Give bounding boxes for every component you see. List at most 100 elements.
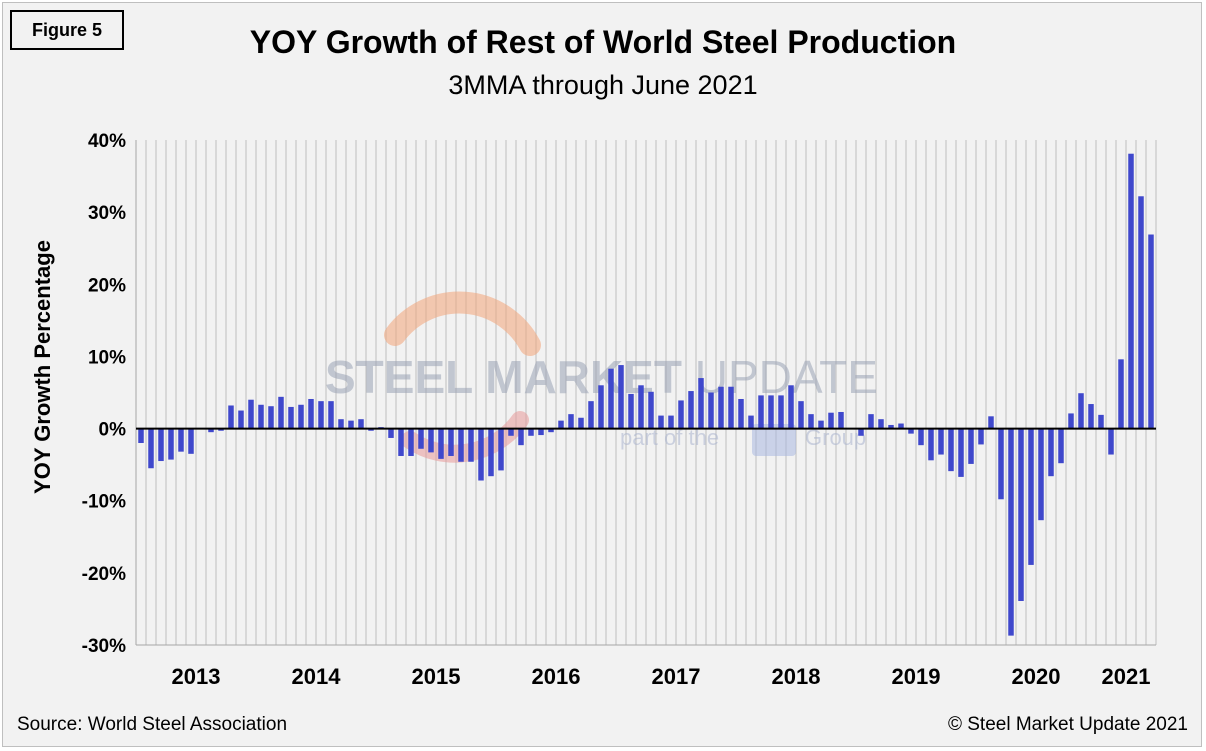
bar (648, 391, 654, 429)
bar (1088, 404, 1094, 429)
y-tick-label: -10% (82, 492, 126, 513)
bar (758, 395, 764, 429)
copyright-note: © Steel Market Update 2021 (947, 714, 1188, 735)
bar (398, 428, 404, 456)
bar (1118, 359, 1124, 429)
bar (858, 428, 864, 436)
x-tick-label: 2016 (532, 664, 581, 689)
bar (938, 428, 944, 455)
bar (898, 423, 904, 429)
bar (958, 428, 964, 477)
x-tick-label: 2020 (1012, 664, 1061, 689)
bar (328, 401, 334, 429)
bar (728, 386, 734, 429)
bar (678, 400, 684, 429)
bar (338, 419, 344, 429)
bar (538, 428, 544, 436)
bar (288, 406, 294, 429)
bar (468, 428, 474, 462)
bar (218, 428, 224, 431)
bar (248, 399, 254, 429)
bar (1148, 234, 1154, 429)
watermark-logo-icon (752, 424, 796, 456)
bar (888, 424, 894, 429)
axes (135, 140, 1156, 646)
bar (1128, 153, 1134, 429)
y-tick-label: 10% (88, 347, 126, 368)
bar (878, 419, 884, 429)
bar (618, 365, 624, 429)
bar (818, 420, 824, 429)
y-tick-labels: 40% 30% 20% 10% 0% -10% -20% -30% (82, 131, 126, 657)
x-tick-label: 2013 (172, 664, 221, 689)
bar (138, 428, 144, 443)
bar (578, 417, 584, 429)
figure-label: Figure 5 (10, 10, 124, 50)
chart-title: YOY Growth of Rest of World Steel Produc… (249, 24, 957, 60)
bar (608, 368, 614, 429)
bar (1038, 428, 1044, 521)
bar (868, 414, 874, 429)
bar (688, 391, 694, 429)
bar (168, 428, 174, 460)
bar (908, 428, 914, 434)
bar (708, 392, 714, 429)
bar (528, 428, 534, 436)
x-tick-label: 2015 (412, 664, 461, 689)
bar (1108, 428, 1114, 455)
bar (448, 428, 454, 456)
bar (598, 385, 604, 429)
bar (948, 428, 954, 472)
bar (768, 395, 774, 429)
bar (658, 415, 664, 429)
x-tick-labels: 2013 2014 2015 2016 2017 2018 2019 2020 2021 (172, 664, 1151, 689)
bar (1098, 414, 1104, 429)
bar (308, 398, 314, 429)
bar (148, 428, 154, 469)
bar (638, 385, 644, 429)
y-tick-label: 40% (88, 131, 126, 152)
bar (498, 428, 504, 471)
bar (428, 428, 434, 453)
bar (408, 428, 414, 456)
bar (348, 420, 354, 429)
bar (798, 401, 804, 429)
x-tick-label: 2014 (292, 664, 342, 689)
bar (1078, 393, 1084, 429)
y-tick-label: 30% (88, 203, 126, 224)
chart-subtitle: 3MMA through June 2021 (448, 70, 758, 100)
bar (238, 410, 244, 429)
bar (588, 401, 594, 429)
bar (1018, 428, 1024, 601)
bar (918, 428, 924, 446)
bar (1048, 428, 1054, 477)
bar (668, 415, 674, 429)
bar (1008, 428, 1014, 636)
bar (988, 416, 994, 429)
bar (698, 378, 704, 429)
bar (488, 428, 494, 477)
bar-series (138, 153, 1154, 636)
bar (158, 428, 164, 462)
bar (748, 415, 754, 429)
bar (838, 411, 844, 429)
bar (968, 428, 974, 464)
bar (418, 428, 424, 449)
bar (518, 428, 524, 446)
gridlines (135, 140, 1157, 645)
bar (788, 385, 794, 429)
bar (188, 428, 194, 454)
x-tick-label: 2021 (1102, 664, 1151, 689)
x-tick-label: 2019 (892, 664, 941, 689)
bar (268, 406, 274, 429)
source-note: Source: World Steel Association (17, 714, 288, 735)
y-tick-label: 20% (88, 275, 126, 296)
bar (258, 404, 264, 429)
bar (368, 428, 374, 431)
bar (298, 404, 304, 429)
bar (928, 428, 934, 461)
bar (278, 396, 284, 429)
bar (778, 395, 784, 429)
